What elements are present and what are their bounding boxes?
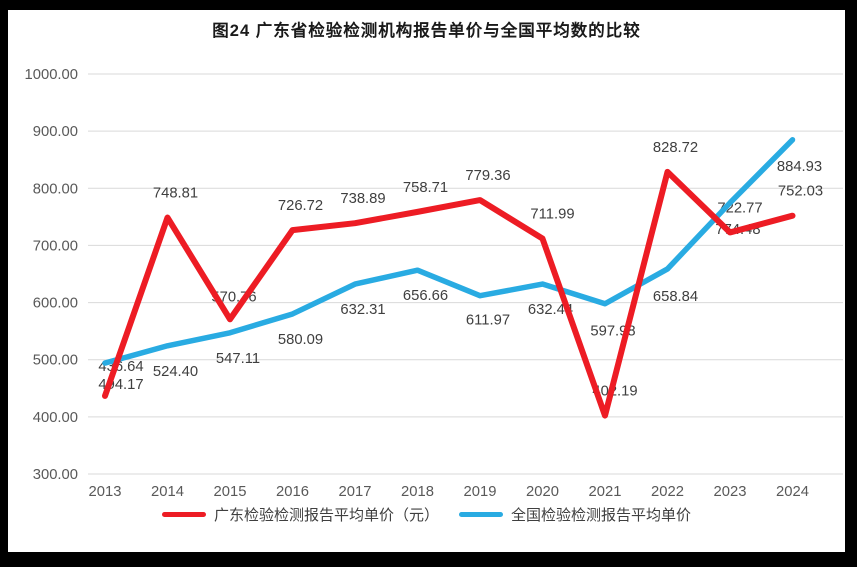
data-label: 752.03 — [778, 184, 823, 200]
red-line-swatch — [161, 512, 206, 517]
data-label: 524.40 — [153, 364, 198, 380]
series-line — [102, 137, 796, 366]
data-label: 828.72 — [653, 140, 698, 156]
data-label: 711.99 — [530, 207, 574, 223]
data-label: 884.93 — [777, 159, 822, 175]
data-label: 658.84 — [653, 289, 698, 305]
x-tick-label: 2015 — [214, 484, 247, 500]
data-label: 632.44 — [528, 302, 573, 318]
legend-item-national: 全国检验检测报告平均单价 — [459, 504, 691, 525]
x-tick-label: 2022 — [651, 484, 684, 500]
legend-item-guangdong: 广东检验检测报告平均单价（元） — [161, 504, 439, 525]
x-tick-label: 2018 — [401, 484, 434, 500]
line-chart: 300.00 400.00 500.00 600.00 700.00 800.00 900.… — [25, 67, 843, 500]
data-label: 758.71 — [403, 180, 448, 196]
data-label: 779.36 — [465, 168, 510, 184]
x-tick-label: 2020 — [526, 484, 559, 500]
chart-title: 图24 广东省检验检测机构报告单价与全国平均数的比较 — [212, 22, 641, 40]
x-tick-label: 2019 — [464, 484, 497, 500]
y-tick-label: 500.00 — [33, 353, 78, 369]
chart-legend: 广东检验检测报告平均单价（元） 全国检验检测报告平均单价 — [8, 504, 845, 525]
x-tick-label: 2013 — [89, 484, 122, 500]
x-tick-label: 2021 — [589, 484, 622, 500]
data-label: 726.72 — [278, 198, 323, 214]
y-tick-label: 600.00 — [33, 296, 78, 312]
data-label: 738.89 — [340, 191, 385, 207]
y-tick-label: 400.00 — [33, 410, 78, 426]
y-tick-label: 1000.00 — [25, 67, 79, 83]
data-label: 748.81 — [153, 186, 198, 202]
chart-page: 图24 广东省检验检测机构报告单价与全国平均数的比较 300.00 400.00 5… — [8, 10, 845, 552]
legend-label-guangdong: 广东检验检测报告平均单价（元） — [213, 507, 439, 524]
x-tick-label: 2024 — [776, 484, 809, 500]
data-label: 580.09 — [278, 332, 323, 348]
data-label: 656.66 — [403, 288, 448, 304]
x-tick-label: 2016 — [276, 484, 309, 500]
blue-line-swatch — [459, 512, 503, 517]
series-line — [102, 168, 796, 419]
data-label: 611.97 — [466, 313, 510, 329]
data-label: 402.19 — [592, 384, 637, 400]
y-tick-label: 900.00 — [33, 124, 78, 140]
data-label: 632.31 — [340, 302, 385, 318]
legend-label-national: 全国检验检测报告平均单价 — [511, 507, 692, 524]
x-tick-label: 2014 — [151, 484, 184, 500]
x-tick-label: 2023 — [714, 484, 747, 500]
y-tick-label: 300.00 — [33, 467, 78, 483]
y-tick-label: 800.00 — [33, 181, 78, 197]
data-label: 547.11 — [216, 351, 260, 367]
x-tick-label: 2017 — [339, 484, 372, 500]
y-tick-label: 700.00 — [33, 238, 78, 254]
